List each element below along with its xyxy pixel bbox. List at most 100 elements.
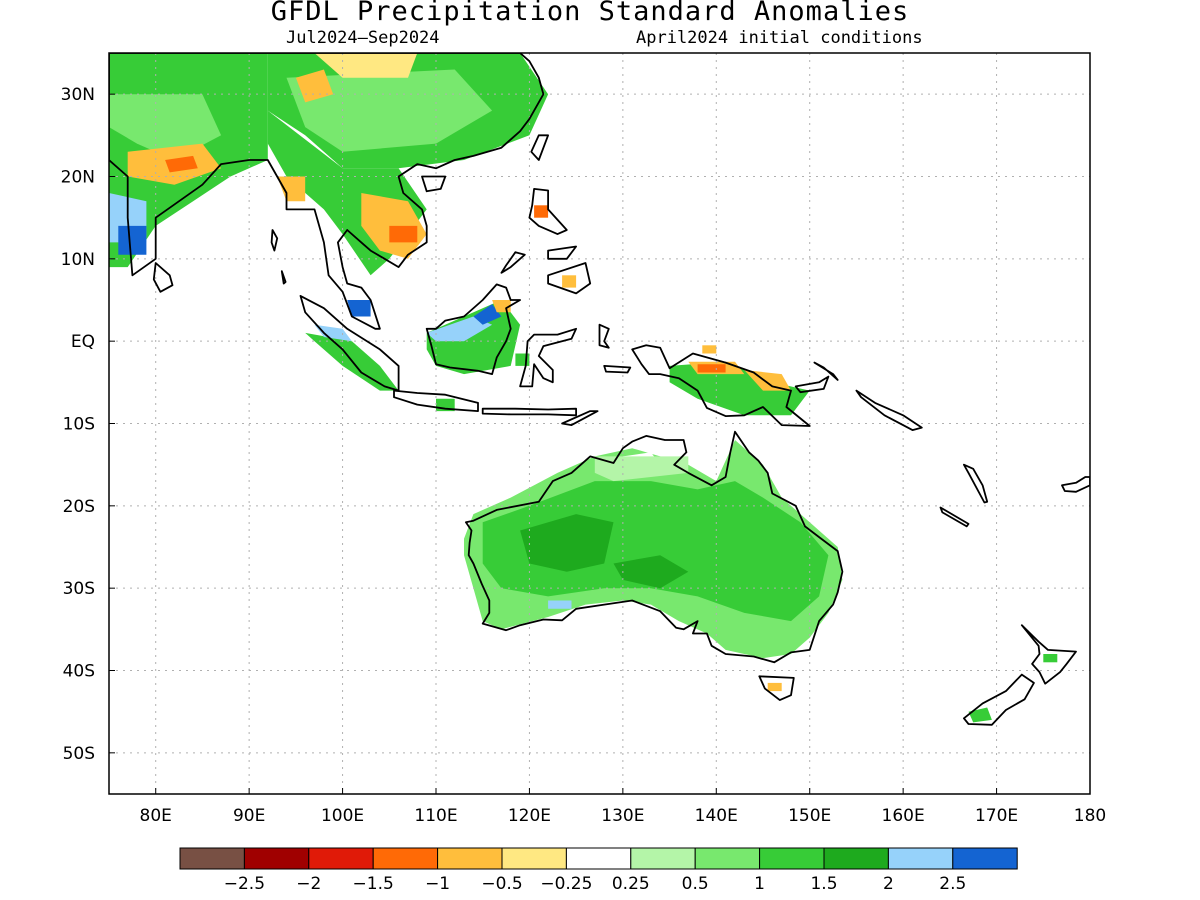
coastline-new-caledonia <box>939 506 970 528</box>
colorbar-label: 2.5 <box>939 874 966 894</box>
coastline-fiji <box>1061 476 1090 493</box>
lat-tick-label: EQ <box>71 332 95 352</box>
anomaly-sumatra-blue <box>314 324 352 342</box>
colorbar-label: 2 <box>883 874 894 894</box>
coastline-australia <box>464 430 844 664</box>
anomaly-fields <box>109 53 1058 723</box>
colorbar-label: 1 <box>754 874 765 894</box>
coastline-vanuatu <box>963 463 989 504</box>
colorbar-label: −1 <box>425 874 450 894</box>
colorbar-label: −1.5 <box>353 874 394 894</box>
coastline-new-ireland <box>813 361 839 381</box>
colorbar-swatch <box>372 847 439 870</box>
anomaly-tasmania-orange <box>767 682 782 692</box>
anomaly-png-small-orange <box>702 345 717 354</box>
lat-tick-label: 30S <box>63 579 95 599</box>
coastline-taiwan <box>530 134 549 161</box>
coastline-new-britain <box>794 375 830 394</box>
colorbar-swatch <box>243 847 310 870</box>
lon-tick-label: 130E <box>601 806 644 826</box>
colorbar-label: −0.25 <box>540 874 592 894</box>
anomaly-india-red <box>165 155 198 173</box>
figure-title: GFDL Precipitation Standard Anomalies <box>270 0 910 27</box>
lon-tick-label: 100E <box>321 806 364 826</box>
coastline-nz-north <box>1020 624 1077 685</box>
coastline-borneo <box>425 283 521 376</box>
colorbar-label: 0.25 <box>612 874 650 894</box>
forecast-period: Jul2024–Sep2024 <box>286 28 440 48</box>
anomaly-india-light <box>109 94 222 160</box>
latitude-axis: 30N 20N 10N EQ 10S 20S 30S 40S 50S <box>61 85 115 764</box>
coastline-tasmania <box>758 675 795 701</box>
lon-tick-label: 180 <box>1074 806 1106 826</box>
colorbar-label: 0.5 <box>682 874 709 894</box>
anomaly-borneo-darkblue <box>473 304 502 325</box>
colorbar-swatch <box>308 847 374 870</box>
colorbar-label: 1.5 <box>810 874 837 894</box>
lon-tick-label: 160E <box>882 806 925 826</box>
anomaly-malaya-blue <box>347 300 371 317</box>
coastline-sri-lanka <box>152 262 174 293</box>
coastline-timor <box>561 410 599 427</box>
lat-tick-label: 30N <box>61 85 95 105</box>
colorbar-swatch <box>501 847 567 870</box>
colorbar-swatch <box>823 847 889 870</box>
coastline-solomons <box>855 389 923 432</box>
colorbar-swatch <box>952 847 1018 870</box>
colorbar-swatch <box>887 847 954 870</box>
anomaly-png-red <box>697 364 726 373</box>
lat-tick-label: 10N <box>61 250 95 270</box>
anomaly-aus-dark <box>520 514 614 572</box>
colorbar-swatch <box>630 847 696 870</box>
lon-tick-label: 110E <box>414 806 457 826</box>
colorbar-swatch <box>759 847 825 870</box>
coastline-sumatra <box>299 294 400 392</box>
anomaly-china-light <box>286 69 493 152</box>
anomaly-nz-green <box>968 707 992 723</box>
anomaly-borneo-blue <box>426 316 493 342</box>
colorbar-label: −2.5 <box>224 874 265 894</box>
anomaly-aus-green <box>482 481 829 622</box>
lon-tick-label: 120E <box>508 806 551 826</box>
lat-tick-label: 50S <box>63 744 95 764</box>
colorbar-label: −0.5 <box>481 874 522 894</box>
anomaly-aus-north-pale <box>594 456 689 482</box>
anomaly-myanmar-orange <box>277 176 306 202</box>
coastline-asia-mainland <box>109 53 545 330</box>
colorbar-swatch <box>179 847 245 870</box>
lat-tick-label: 20S <box>63 497 95 517</box>
coastlines <box>109 53 1090 726</box>
lon-tick-label: 150E <box>788 806 831 826</box>
lon-tick-label: 140E <box>695 806 738 826</box>
coastline-andaman <box>270 229 279 252</box>
anomaly-india-west-darkblue <box>118 225 147 255</box>
anomaly-aus-south-blue <box>548 600 572 609</box>
coastline-seram <box>603 364 632 374</box>
lon-tick-label: 170E <box>975 806 1018 826</box>
colorbar-swatch <box>437 847 503 870</box>
coastline-nz-south <box>963 673 1035 726</box>
colorbar-swatch <box>694 847 761 870</box>
lat-lon-grid <box>109 53 1090 794</box>
initial-conditions: April2024 initial conditions <box>636 28 923 48</box>
anomaly-aus-dark-sw <box>613 555 689 589</box>
anomaly-philippines-orange <box>562 275 577 288</box>
lat-tick-label: 40S <box>63 662 95 682</box>
coastline-java <box>393 389 479 413</box>
colorbar: −2.5 −2 −1.5 −1 −0.5 −0.25 0.25 0.5 1 1.5 2 2.5 <box>179 847 1018 894</box>
anomaly-china-yellow <box>314 53 418 78</box>
anomaly-philippines-red <box>534 205 549 218</box>
coastline-nicobar <box>280 270 287 285</box>
anomaly-nz-north-green <box>1043 654 1058 663</box>
coastline-luzon <box>528 187 568 236</box>
coastline-lesser-sunda <box>481 407 577 417</box>
coastline-hainan <box>421 175 447 193</box>
coastline-halmahera <box>598 323 610 349</box>
colorbar-label: −2 <box>296 874 321 894</box>
coastline-sulawesi <box>519 327 577 388</box>
anomaly-png-green <box>669 361 810 416</box>
coastline-palawan <box>500 251 526 274</box>
coastline-new-guinea <box>631 344 811 427</box>
longitude-axis: 80E 90E 100E 110E 120E 130E 140E 150E 160E 170E 18… <box>140 788 1106 826</box>
